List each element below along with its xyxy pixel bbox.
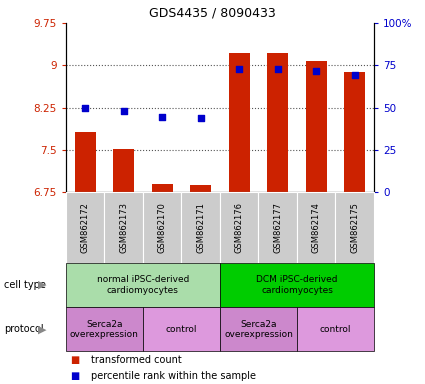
Point (82, 104, 88, 111)
Text: GSM862176: GSM862176 (235, 202, 244, 253)
Bar (306, 61, 327, 192)
Bar (258, 192, 297, 263)
Point (313, 68, 320, 74)
Text: ■: ■ (70, 356, 79, 366)
Bar (335, 192, 374, 263)
Text: GDS4435 / 8090433: GDS4435 / 8090433 (149, 6, 276, 19)
Text: GSM862170: GSM862170 (158, 202, 167, 253)
Bar (229, 53, 250, 192)
Text: GSM862175: GSM862175 (350, 202, 359, 253)
Text: ▶: ▶ (38, 324, 47, 334)
Text: control: control (166, 325, 197, 334)
Text: GSM862172: GSM862172 (81, 202, 90, 253)
Bar (105, 192, 143, 263)
Bar (297, 192, 335, 263)
Text: DCM iPSC-derived
cardiomyocytes: DCM iPSC-derived cardiomyocytes (256, 275, 338, 295)
Bar (66, 263, 220, 307)
Bar (152, 184, 173, 192)
Bar (267, 53, 288, 192)
Bar (143, 192, 181, 263)
Bar (220, 307, 297, 351)
Text: Serca2a
overexpression: Serca2a overexpression (70, 319, 139, 339)
Bar (190, 185, 211, 192)
Text: percentile rank within the sample: percentile rank within the sample (91, 371, 256, 381)
Point (159, 114, 166, 120)
Bar (143, 307, 220, 351)
Bar (220, 192, 258, 263)
Text: GSM862177: GSM862177 (273, 202, 282, 253)
Text: ■: ■ (70, 371, 79, 381)
Bar (220, 263, 374, 307)
Bar (181, 192, 220, 263)
Bar (66, 307, 143, 351)
Text: GSM862173: GSM862173 (119, 202, 128, 253)
Text: ▶: ▶ (38, 280, 47, 290)
Text: transformed count: transformed count (91, 356, 182, 366)
Text: GSM862174: GSM862174 (312, 202, 321, 253)
Point (236, 66, 243, 72)
Point (274, 66, 281, 72)
Bar (297, 307, 374, 351)
Bar (344, 72, 366, 192)
Text: control: control (320, 325, 351, 334)
Text: cell type: cell type (4, 280, 46, 290)
Text: Serca2a
overexpression: Serca2a overexpression (224, 319, 293, 339)
Text: GSM862171: GSM862171 (196, 202, 205, 253)
Text: normal iPSC-derived
cardiomyocytes: normal iPSC-derived cardiomyocytes (97, 275, 189, 295)
Point (197, 114, 204, 121)
Point (351, 72, 358, 78)
Bar (113, 149, 134, 192)
Point (120, 108, 127, 114)
Bar (74, 132, 96, 192)
Bar (66, 192, 105, 263)
Text: protocol: protocol (4, 324, 44, 334)
